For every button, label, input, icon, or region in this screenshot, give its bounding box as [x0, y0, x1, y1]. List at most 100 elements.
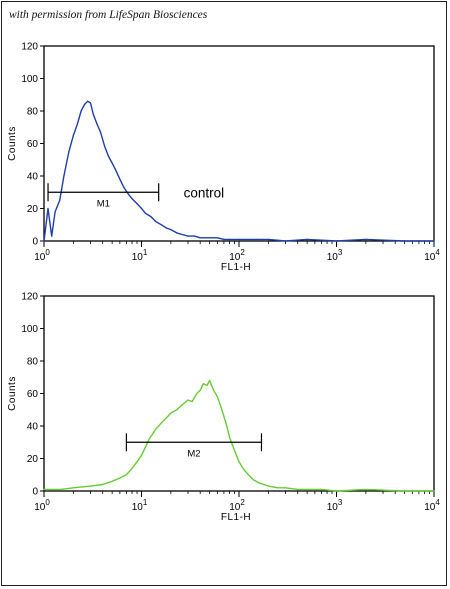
x-tick-label: 103	[327, 248, 343, 263]
histogram-series-line	[44, 379, 434, 492]
data-point	[131, 467, 133, 469]
y-tick-label: 80	[27, 107, 39, 118]
data-point	[335, 240, 338, 242]
data-point	[238, 238, 240, 240]
data-point	[202, 383, 204, 385]
credit-text: with permission from LifeSpan Bioscience…	[9, 9, 208, 21]
y-tick-label: 60	[27, 139, 39, 150]
x-tick-label: 100	[34, 498, 50, 513]
data-point	[187, 399, 189, 401]
data-point	[223, 238, 225, 240]
data-point	[102, 483, 104, 486]
annotation-label: control	[184, 185, 225, 200]
data-point	[165, 227, 167, 229]
data-point	[63, 175, 65, 177]
data-point	[433, 490, 435, 492]
gate-label: M2	[187, 448, 200, 459]
x-tick-label: 104	[424, 498, 440, 513]
data-point	[255, 238, 257, 240]
data-point	[196, 392, 198, 395]
x-tick-label: 100	[34, 248, 50, 263]
data-point	[136, 203, 138, 205]
x-axis-label: FL1-H	[221, 512, 251, 523]
y-axis-label: Counts	[7, 376, 18, 411]
data-point	[60, 488, 62, 490]
data-point	[170, 229, 172, 231]
y-tick-label: 0	[32, 237, 38, 248]
data-point	[59, 199, 61, 201]
data-point	[284, 240, 287, 242]
data-point	[111, 480, 113, 482]
data-point	[160, 422, 162, 424]
data-point	[144, 446, 147, 448]
y-tick-label: 80	[27, 357, 39, 368]
data-point	[115, 170, 117, 172]
data-point	[365, 238, 367, 240]
x-axis-label: FL1-H	[221, 262, 251, 273]
data-point	[220, 405, 222, 408]
data-point	[206, 384, 208, 386]
data-point	[365, 488, 367, 490]
data-point	[89, 102, 92, 104]
data-point	[155, 220, 157, 223]
data-point	[83, 103, 86, 106]
y-tick-label: 40	[27, 422, 39, 433]
data-point	[242, 467, 244, 469]
data-point	[136, 461, 138, 463]
data-point	[258, 482, 260, 484]
data-point	[170, 412, 172, 414]
data-point	[96, 123, 98, 125]
data-point	[80, 110, 82, 112]
data-point	[140, 454, 143, 456]
data-point	[238, 461, 240, 463]
data-point	[87, 100, 89, 102]
data-point	[404, 490, 406, 492]
data-point	[72, 134, 74, 136]
data-point	[404, 240, 406, 242]
data-point	[223, 415, 225, 417]
data-point	[54, 211, 56, 213]
data-point	[89, 485, 92, 487]
data-point	[263, 483, 265, 486]
data-point	[267, 485, 269, 487]
data-point	[150, 216, 152, 218]
y-tick-label: 0	[32, 487, 38, 498]
data-point	[209, 379, 211, 382]
data-point	[99, 131, 102, 133]
data-point	[176, 409, 178, 411]
data-point	[284, 487, 287, 489]
data-point	[252, 479, 254, 481]
data-point	[72, 487, 74, 489]
x-tick-label: 103	[327, 498, 343, 513]
histogram-control: 0 20 40 60 80 100 120 100 101 102 103 104 FL1-H Count…	[7, 42, 440, 274]
data-point	[176, 232, 178, 234]
data-point	[123, 186, 125, 188]
data-point	[433, 240, 435, 242]
data-point	[216, 396, 218, 398]
data-point	[226, 425, 228, 427]
y-tick-label: 100	[21, 74, 38, 85]
data-point	[320, 488, 322, 490]
x-tick-label: 101	[132, 498, 148, 513]
data-point	[297, 488, 299, 490]
data-point	[119, 477, 121, 479]
data-point	[229, 436, 231, 438]
y-axis-label: Counts	[7, 126, 18, 161]
data-point	[193, 235, 196, 237]
data-point	[267, 238, 269, 240]
data-point	[199, 389, 201, 391]
data-point	[155, 428, 157, 430]
data-point	[213, 389, 215, 391]
data-point	[306, 488, 308, 490]
data-point	[335, 490, 338, 492]
data-point	[165, 417, 167, 419]
data-point	[277, 487, 279, 489]
y-tick-label: 100	[21, 324, 38, 335]
data-point	[127, 193, 129, 195]
data-point	[144, 212, 147, 214]
data-point	[43, 240, 45, 242]
x-tick-label: 102	[229, 498, 245, 513]
data-point	[140, 207, 143, 210]
